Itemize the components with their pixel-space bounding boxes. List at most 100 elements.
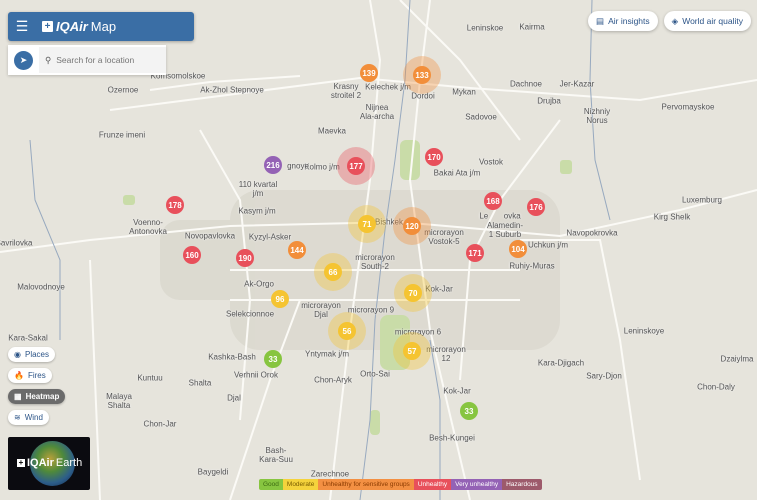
layer-wind-toggle[interactable]: ≋ Wind (8, 410, 49, 425)
legend-item: Unhealthy for sensitive groups (318, 479, 414, 490)
place-label: Ak-Zhol Stepnoye (200, 85, 264, 95)
pin-icon: ◉ (14, 350, 21, 359)
globe-icon: ◈ (671, 15, 679, 26)
aqi-station-marker[interactable]: 71 (358, 215, 376, 233)
locate-me-button[interactable]: ➤ (14, 50, 33, 70)
aqi-station-marker[interactable]: 168 (484, 192, 502, 210)
aqi-station-marker[interactable]: 33 (460, 402, 478, 420)
place-label: Shalta (188, 378, 212, 388)
earth-suffix: Earth (55, 457, 83, 469)
hamburger-icon[interactable]: ☰ (15, 18, 29, 34)
place-label: Leninskoe (466, 23, 504, 33)
aqi-station-marker[interactable]: 160 (183, 246, 201, 264)
aqi-station-marker[interactable]: 104 (509, 240, 527, 258)
place-label: Voenno- Antonovka (129, 218, 167, 236)
place-label: microrayon 9 (347, 305, 395, 315)
layer-fires-toggle[interactable]: 🔥 Fires (8, 368, 52, 383)
place-label: Dordoi (411, 91, 435, 101)
aqi-station-marker[interactable]: 66 (324, 263, 342, 281)
legend-item: Good (259, 479, 283, 490)
legend-item: Very unhealthy (451, 479, 503, 490)
place-label: microrayon Djal (301, 301, 341, 319)
search-icon: ⚲ (45, 54, 52, 65)
app-header: ☰ + IQAir Map (8, 12, 194, 41)
place-label: Le ovka (479, 211, 521, 221)
place-label: microrayon Vostok-5 (424, 228, 464, 246)
layer-heatmap-toggle[interactable]: ▦ Heatmap (8, 389, 66, 404)
place-label: Malovodnoye (17, 282, 65, 292)
aqi-station-marker[interactable]: 177 (347, 157, 365, 175)
heatmap-icon: ▦ (14, 392, 22, 401)
place-label: Nijnea Ala-archa (359, 103, 395, 121)
aqi-station-marker[interactable]: 171 (466, 244, 484, 262)
place-label: Kolmo j/m (304, 162, 340, 172)
place-label: Chon-Daly (697, 382, 735, 392)
place-label: Chon-Jar (143, 419, 177, 429)
aqi-legend: Good Moderate Unhealthy for sensitive grou… (259, 479, 542, 490)
place-label: Kok-Jar (443, 386, 471, 396)
brand-name: IQAir (56, 19, 88, 34)
place-label: Kyzyl-Asker (248, 232, 292, 242)
place-label: microrayon 6 (394, 327, 442, 337)
place-label: Savrilovka (0, 238, 33, 248)
aqi-station-marker[interactable]: 144 (288, 241, 306, 259)
navigation-arrow-icon: ➤ (19, 54, 28, 65)
aqi-station-marker[interactable]: 56 (338, 322, 356, 340)
place-label: Frunze imeni (98, 130, 146, 140)
aqi-station-marker[interactable]: 216 (264, 156, 282, 174)
place-label: Mykan (452, 87, 476, 97)
iqair-plus-icon: + (17, 458, 25, 467)
iqair-map-logo: + IQAir Map (42, 19, 116, 34)
place-label: Besh-Kungei (429, 433, 475, 443)
aqi-station-marker[interactable]: 139 (360, 64, 378, 82)
place-label: Kasym j/m (238, 206, 276, 216)
legend-item: Unhealthy (413, 479, 452, 490)
aqi-station-marker[interactable]: 120 (403, 217, 421, 235)
place-label: Kelechek j/m (365, 82, 411, 92)
iqair-earth-button[interactable]: + IQAir Earth (8, 437, 90, 490)
layer-places-toggle[interactable]: ◉ Places (8, 347, 55, 362)
fires-label: Fires (27, 371, 46, 380)
search-input[interactable] (56, 55, 166, 65)
top-right-buttons: ▤ Air insights ◈ World air quality (588, 11, 751, 31)
place-label: Bash- Kara-Suu (259, 446, 293, 464)
place-label: Jer-Kazar (559, 79, 595, 89)
earth-globe-image (30, 441, 75, 486)
air-insights-button[interactable]: ▤ Air insights (588, 11, 658, 31)
place-label: Ak-Orgo (244, 279, 274, 289)
aqi-station-marker[interactable]: 178 (166, 196, 184, 214)
place-label: Kuntuu (137, 373, 163, 383)
aqi-station-marker[interactable]: 70 (404, 284, 422, 302)
place-label: Pervomayskoe (661, 102, 715, 112)
aqi-station-marker[interactable]: 33 (264, 350, 282, 368)
aqi-station-marker[interactable]: 176 (527, 198, 545, 216)
wind-label: Wind (24, 413, 43, 422)
place-label: Malaya Shalta (106, 392, 132, 410)
place-label: Luxemburg (681, 195, 723, 205)
earth-label: + IQAir Earth (17, 457, 82, 469)
wind-icon: ≋ (14, 413, 21, 422)
search-field[interactable]: ⚲ (39, 47, 166, 73)
place-label: Leninskoye (623, 326, 665, 336)
earth-brand: IQAir (27, 457, 54, 469)
place-label: Drujba (537, 96, 561, 106)
document-icon: ▤ (596, 15, 605, 26)
place-label: Selekcionnoe (225, 309, 275, 319)
world-air-quality-label: World air quality (682, 16, 743, 26)
aqi-station-marker[interactable]: 190 (236, 249, 254, 267)
place-label: Ruhiy-Muras (509, 261, 555, 271)
aqi-station-marker[interactable]: 96 (271, 290, 289, 308)
heatmap-label: Heatmap (25, 392, 60, 401)
place-label: Novopavlovka (184, 231, 236, 241)
world-air-quality-button[interactable]: ◈ World air quality (663, 11, 751, 31)
aqi-station-marker[interactable]: 170 (425, 148, 443, 166)
place-label: Dzaiylma (720, 354, 754, 364)
place-label: Sary-Djon (586, 371, 622, 381)
search-bar: ➤ ⚲ (8, 45, 166, 75)
aqi-station-marker[interactable]: 57 (403, 342, 421, 360)
aqi-station-marker[interactable]: 133 (413, 66, 431, 84)
place-label: Bakai Ata j/m (433, 168, 481, 178)
place-label: Yntymak j/m (304, 349, 350, 359)
